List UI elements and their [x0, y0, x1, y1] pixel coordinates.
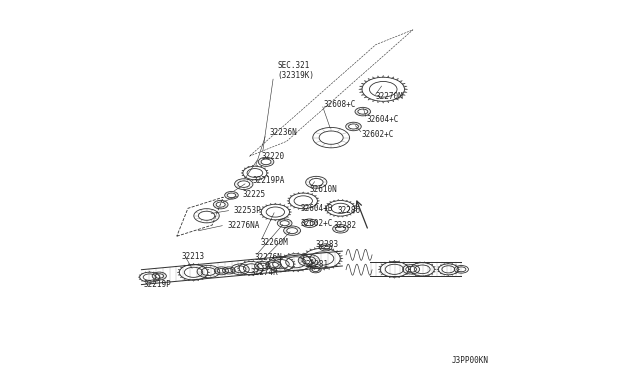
Text: 32219PA: 32219PA	[252, 176, 285, 185]
Text: 32276N: 32276N	[255, 253, 283, 262]
Text: 32270M: 32270M	[375, 92, 403, 101]
Text: 32253P: 32253P	[234, 206, 262, 215]
Text: 32219P: 32219P	[143, 280, 172, 289]
Text: 32604+C: 32604+C	[367, 115, 399, 124]
Text: 32274R: 32274R	[250, 268, 278, 277]
Text: 32283: 32283	[315, 240, 339, 248]
Text: 32260M: 32260M	[260, 238, 288, 247]
Text: 32602+C: 32602+C	[301, 219, 333, 228]
Text: 32213: 32213	[182, 252, 205, 261]
Text: 32281: 32281	[306, 260, 329, 269]
Text: 32610N: 32610N	[310, 185, 337, 194]
Text: 32220: 32220	[261, 152, 284, 161]
Text: 32282: 32282	[334, 221, 357, 230]
Text: 32608+C: 32608+C	[324, 100, 356, 109]
Text: 32602+C: 32602+C	[362, 130, 394, 139]
Text: 32225: 32225	[243, 190, 266, 199]
Text: 32276NA: 32276NA	[227, 221, 259, 230]
Text: SEC.321
(32319K): SEC.321 (32319K)	[277, 61, 314, 80]
Text: 32236N: 32236N	[270, 128, 298, 137]
Text: J3PP00KN: J3PP00KN	[452, 356, 489, 365]
Text: 32604+B: 32604+B	[300, 204, 333, 213]
Text: 32286: 32286	[338, 206, 361, 215]
